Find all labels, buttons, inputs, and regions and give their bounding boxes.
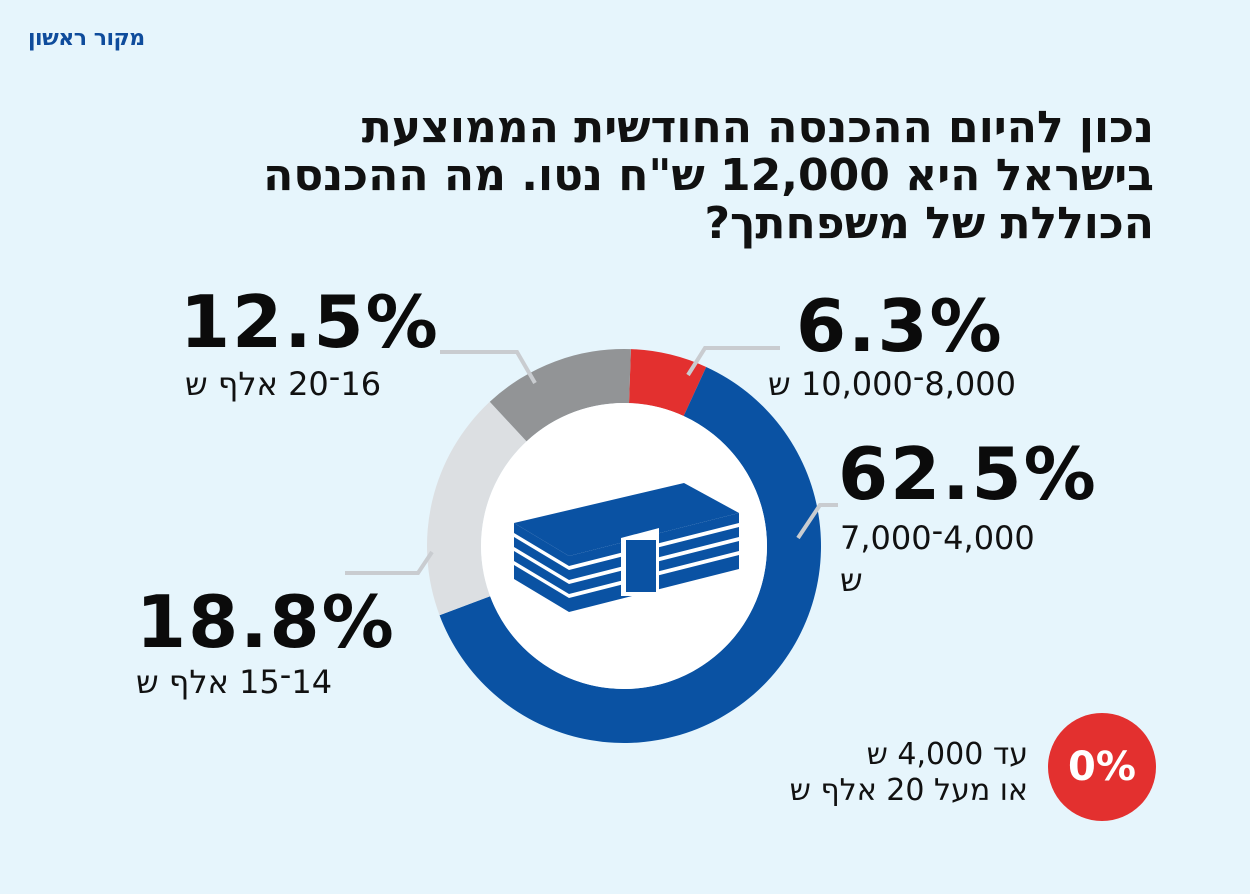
donut-slice-12-5 [489, 349, 631, 442]
title-line-3: הכוללת של משפחתך? [704, 198, 1154, 249]
zero-percent-note: עד 4,000 ש או מעל 20 אלף ש [790, 737, 1028, 809]
donut-slice-62-5 [439, 366, 821, 744]
slice-label-18-8-range: 14־15 אלף ש [136, 663, 333, 701]
page-title: נכון להיום ההכנסה החודשית הממוצעת בישראל… [114, 104, 1154, 248]
leader-line-18-8 [345, 550, 434, 575]
slice-label-18-8-pct: 18.8% [136, 580, 396, 664]
slice-label-62-5-pct: 62.5% [838, 432, 1098, 516]
money-stack-icon [514, 483, 739, 612]
slice-label-12-5-range: 16־20 אלף ש [185, 365, 382, 403]
leader-line-62-5 [796, 503, 838, 540]
leader-line-12-5 [440, 350, 537, 385]
slice-label-62-5-range: 4,000־7,000 [840, 519, 1035, 557]
leader-line-6-3 [686, 346, 780, 377]
slice-label-12-5-pct: 12.5% [180, 280, 440, 364]
leader-lines [345, 346, 838, 575]
donut-slice-18-8 [426, 401, 527, 616]
title-line-1: נכון להיום ההכנסה החודשית הממוצעת [361, 102, 1154, 153]
slice-label-6-3-range: 8,000־10,000 ש [768, 365, 1016, 403]
brand-logo: מקור ראשון [28, 26, 145, 51]
zero-note-line-1: עד 4,000 ש [866, 737, 1028, 772]
slice-label-6-3-pct: 6.3% [796, 284, 1004, 368]
zero-note-line-2: או מעל 20 אלף ש [789, 773, 1028, 808]
zero-percent-badge: 0% [1048, 713, 1156, 821]
donut-slice-6-3 [629, 349, 707, 417]
title-line-2: בישראל היא 12,000 ש"ח נטו. מה ההכנסה [263, 150, 1154, 201]
slice-label-62-5-unit: ש [840, 561, 863, 599]
